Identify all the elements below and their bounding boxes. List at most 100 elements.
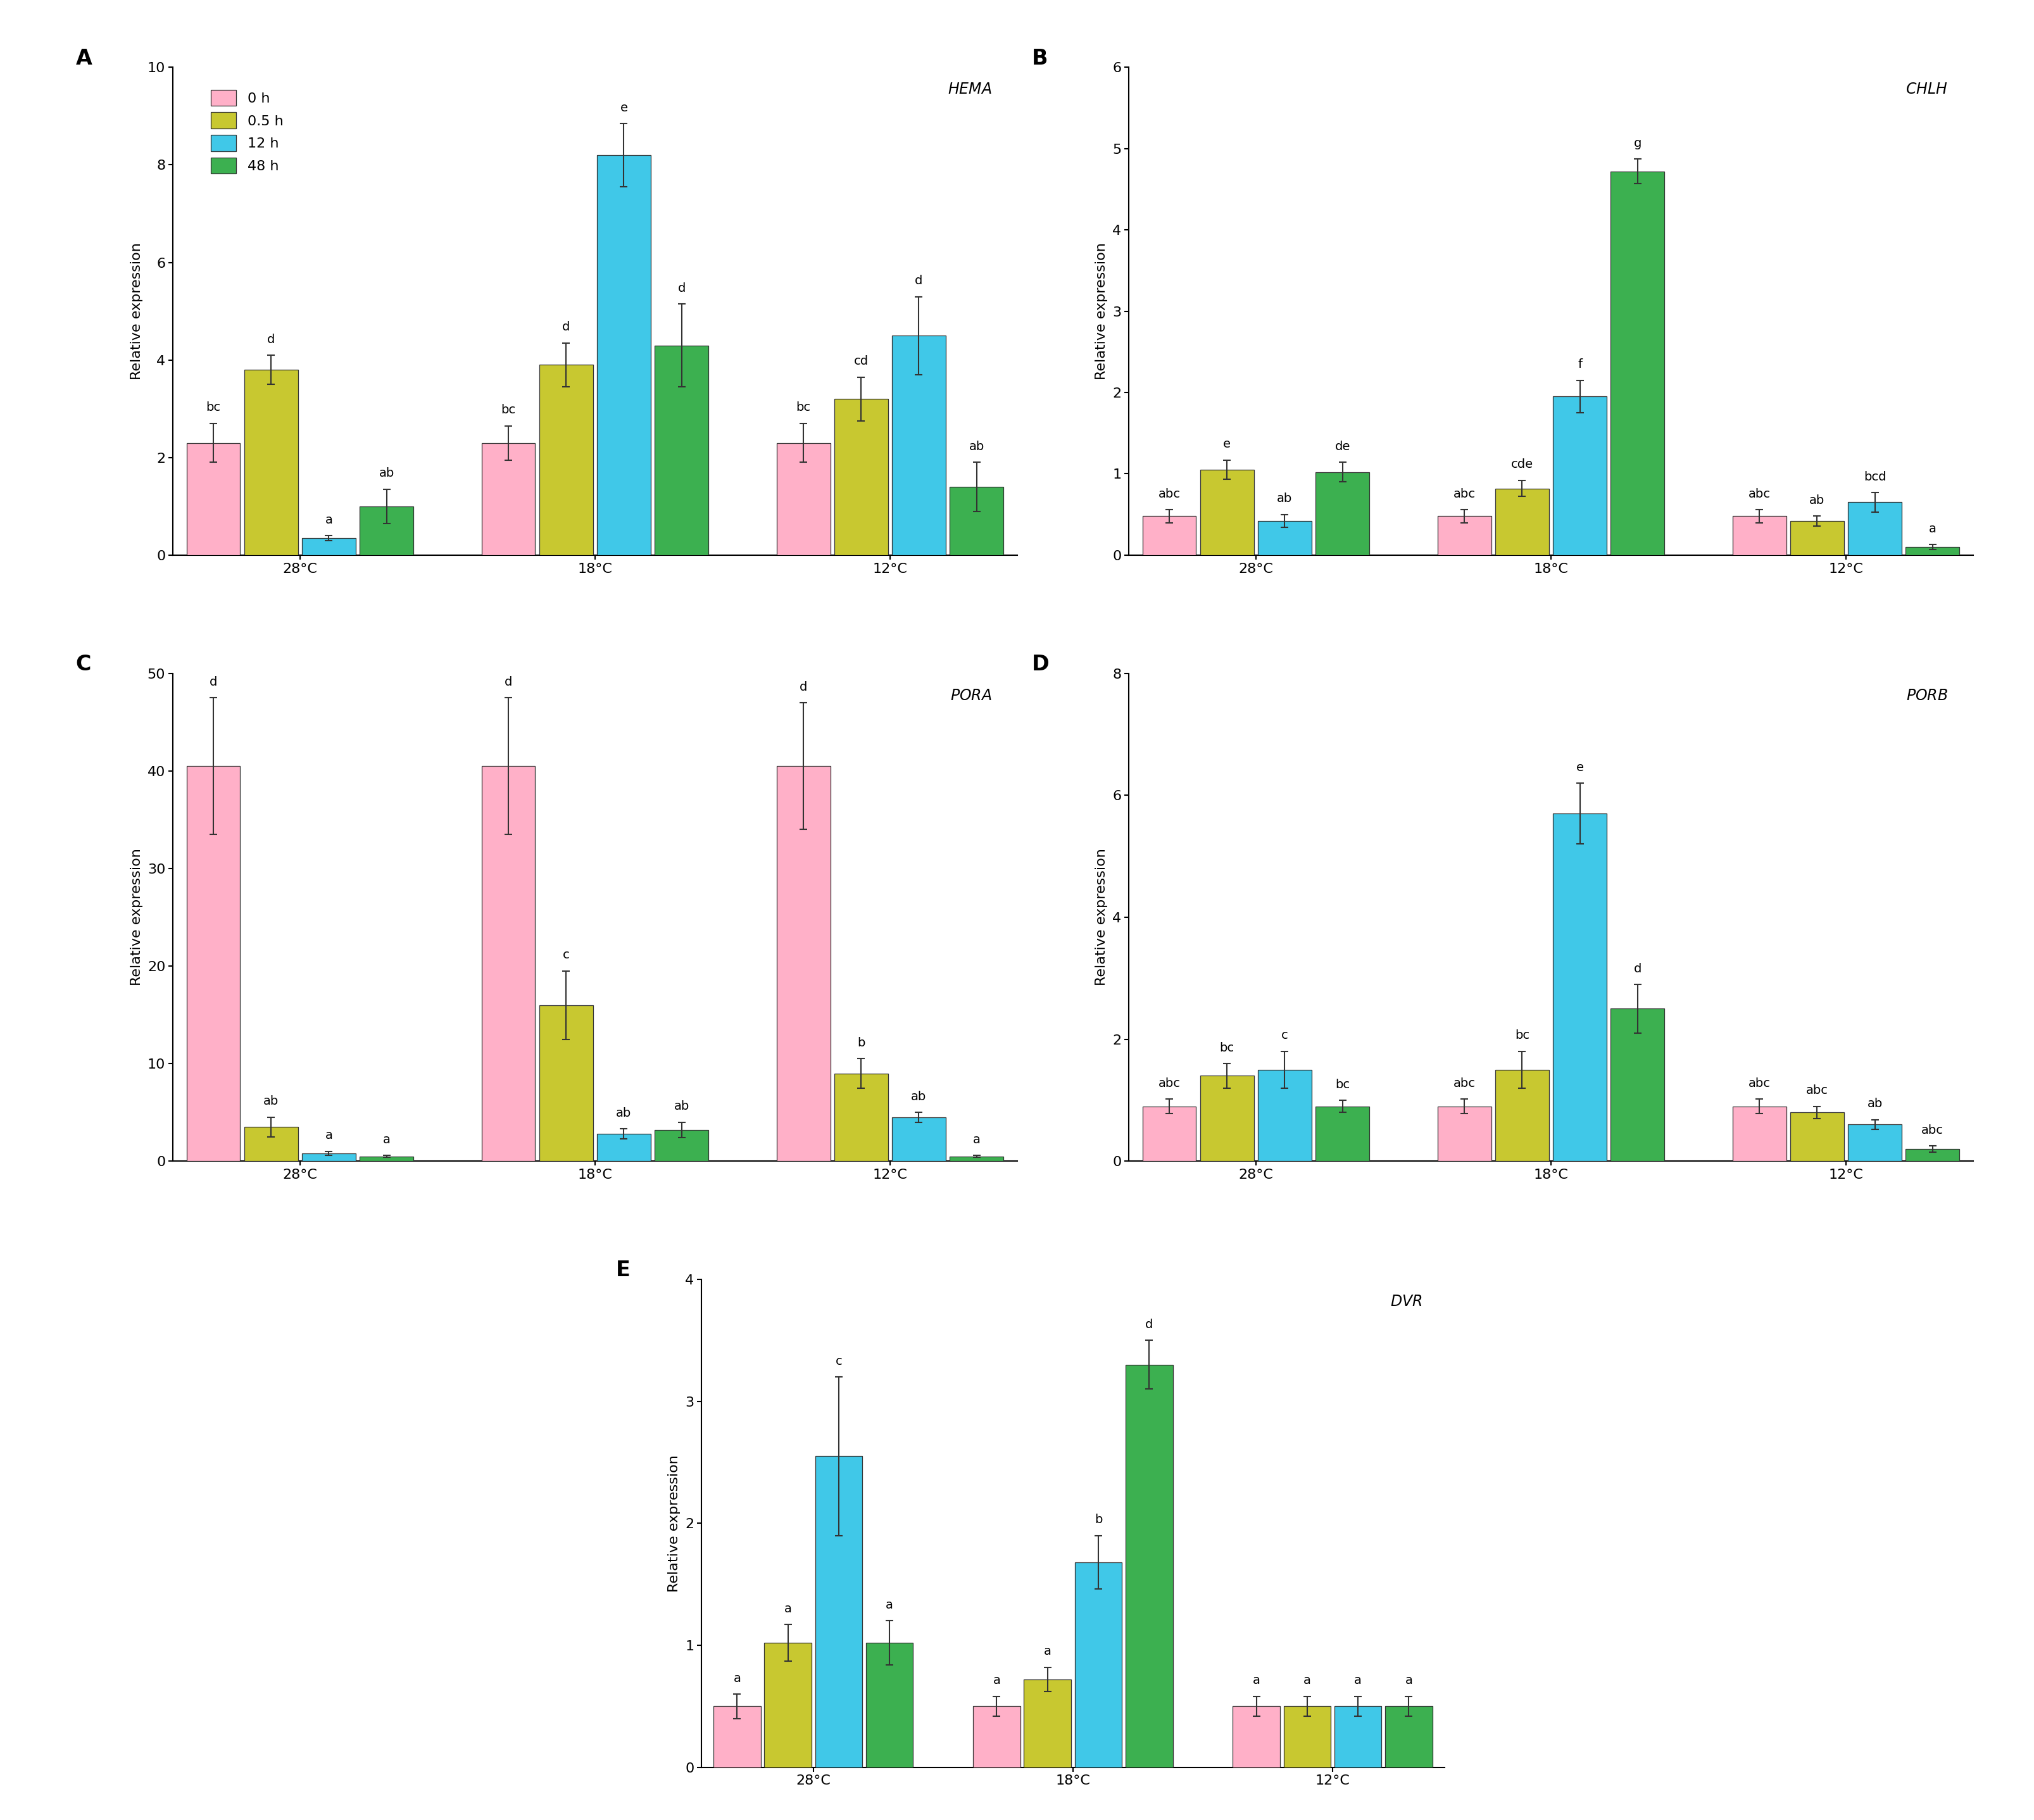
Text: a: a <box>885 1600 893 1611</box>
Text: c: c <box>1281 1030 1288 1041</box>
Bar <box>1438 1107 1491 1161</box>
Bar <box>777 442 830 555</box>
Text: abc: abc <box>1922 1125 1945 1136</box>
Bar <box>482 442 535 555</box>
Text: a: a <box>1928 522 1936 535</box>
Bar <box>539 364 594 555</box>
Bar <box>1385 1707 1432 1767</box>
Bar <box>1733 1107 1786 1161</box>
Bar <box>1906 1148 1959 1161</box>
Text: b: b <box>856 1037 864 1048</box>
Bar <box>893 335 946 555</box>
Bar <box>539 1005 594 1161</box>
Text: abc: abc <box>1157 1077 1180 1088</box>
Text: B: B <box>1031 47 1048 69</box>
Bar <box>1233 1707 1279 1767</box>
Text: bc: bc <box>795 402 812 413</box>
Bar <box>1438 517 1491 555</box>
Text: a: a <box>972 1134 980 1145</box>
Bar <box>1849 1125 1902 1161</box>
Bar <box>1143 1107 1196 1161</box>
Bar <box>972 1707 1021 1767</box>
Bar <box>1733 517 1786 555</box>
Y-axis label: Relative expression: Relative expression <box>1096 242 1109 380</box>
Text: abc: abc <box>1749 1077 1770 1088</box>
Text: ab: ab <box>968 440 984 453</box>
Bar <box>1316 1107 1369 1161</box>
Bar <box>1125 1365 1174 1767</box>
Bar <box>1143 517 1196 555</box>
Text: bcd: bcd <box>1863 471 1886 482</box>
Bar <box>1906 548 1959 555</box>
Text: $\it{CHLH}$: $\it{CHLH}$ <box>1906 82 1949 96</box>
Bar <box>1200 1076 1253 1161</box>
Bar <box>834 1074 889 1161</box>
Text: ab: ab <box>1867 1097 1883 1110</box>
Bar <box>1316 471 1369 555</box>
Bar <box>1790 521 1845 555</box>
Bar <box>1552 814 1607 1161</box>
Text: f: f <box>1578 359 1582 371</box>
Text: a: a <box>382 1134 391 1145</box>
Bar <box>1495 1070 1550 1161</box>
Bar <box>816 1456 862 1767</box>
Text: $\it{PORA}$: $\it{PORA}$ <box>950 688 993 703</box>
Bar <box>834 399 889 555</box>
Y-axis label: Relative expression: Relative expression <box>130 848 142 986</box>
Bar <box>596 155 651 555</box>
Text: a: a <box>1253 1674 1261 1687</box>
Text: ab: ab <box>262 1096 279 1108</box>
Legend: 0 h, 0.5 h, 12 h, 48 h: 0 h, 0.5 h, 12 h, 48 h <box>205 84 289 180</box>
Text: abc: abc <box>1157 488 1180 500</box>
Bar <box>1611 171 1664 555</box>
Text: a: a <box>1043 1645 1052 1658</box>
Text: C: C <box>75 653 92 675</box>
Bar <box>187 442 240 555</box>
Bar <box>777 766 830 1161</box>
Text: ab: ab <box>616 1107 631 1119</box>
Text: e: e <box>1576 761 1584 774</box>
Text: a: a <box>993 1674 1001 1687</box>
Text: a: a <box>325 513 332 526</box>
Text: ab: ab <box>378 468 395 479</box>
Bar <box>1849 502 1902 555</box>
Text: abc: abc <box>1749 488 1770 500</box>
Bar <box>482 766 535 1161</box>
Bar <box>655 1130 708 1161</box>
Bar <box>360 1156 413 1161</box>
Y-axis label: Relative expression: Relative expression <box>667 1454 681 1592</box>
Text: ab: ab <box>1277 493 1292 504</box>
Text: d: d <box>915 275 923 288</box>
Text: A: A <box>75 47 92 69</box>
Text: d: d <box>266 333 275 346</box>
Bar <box>714 1707 761 1767</box>
Text: abc: abc <box>1452 488 1475 500</box>
Text: a: a <box>1304 1674 1312 1687</box>
Text: a: a <box>325 1130 332 1141</box>
Text: d: d <box>210 675 218 688</box>
Text: e: e <box>1222 439 1231 450</box>
Bar <box>1257 521 1312 555</box>
Text: abc: abc <box>1806 1085 1829 1096</box>
Text: a: a <box>785 1603 791 1614</box>
Bar <box>1790 1112 1845 1161</box>
Text: a: a <box>1405 1674 1412 1687</box>
Bar <box>1611 1008 1664 1161</box>
Text: d: d <box>677 282 685 295</box>
Text: d: d <box>799 681 807 693</box>
Text: D: D <box>1031 653 1050 675</box>
Bar <box>1257 1070 1312 1161</box>
Text: c: c <box>563 950 570 961</box>
Text: c: c <box>836 1356 842 1367</box>
Text: bc: bc <box>1334 1079 1351 1090</box>
Bar <box>244 369 297 555</box>
Text: $\it{PORB}$: $\it{PORB}$ <box>1906 688 1949 703</box>
Bar <box>765 1643 812 1767</box>
Text: E: E <box>616 1259 631 1281</box>
Bar <box>1552 397 1607 555</box>
Text: d: d <box>1633 963 1641 974</box>
Text: g: g <box>1633 138 1641 149</box>
Text: a: a <box>1355 1674 1361 1687</box>
Text: ab: ab <box>911 1090 928 1103</box>
Bar <box>950 1156 1003 1161</box>
